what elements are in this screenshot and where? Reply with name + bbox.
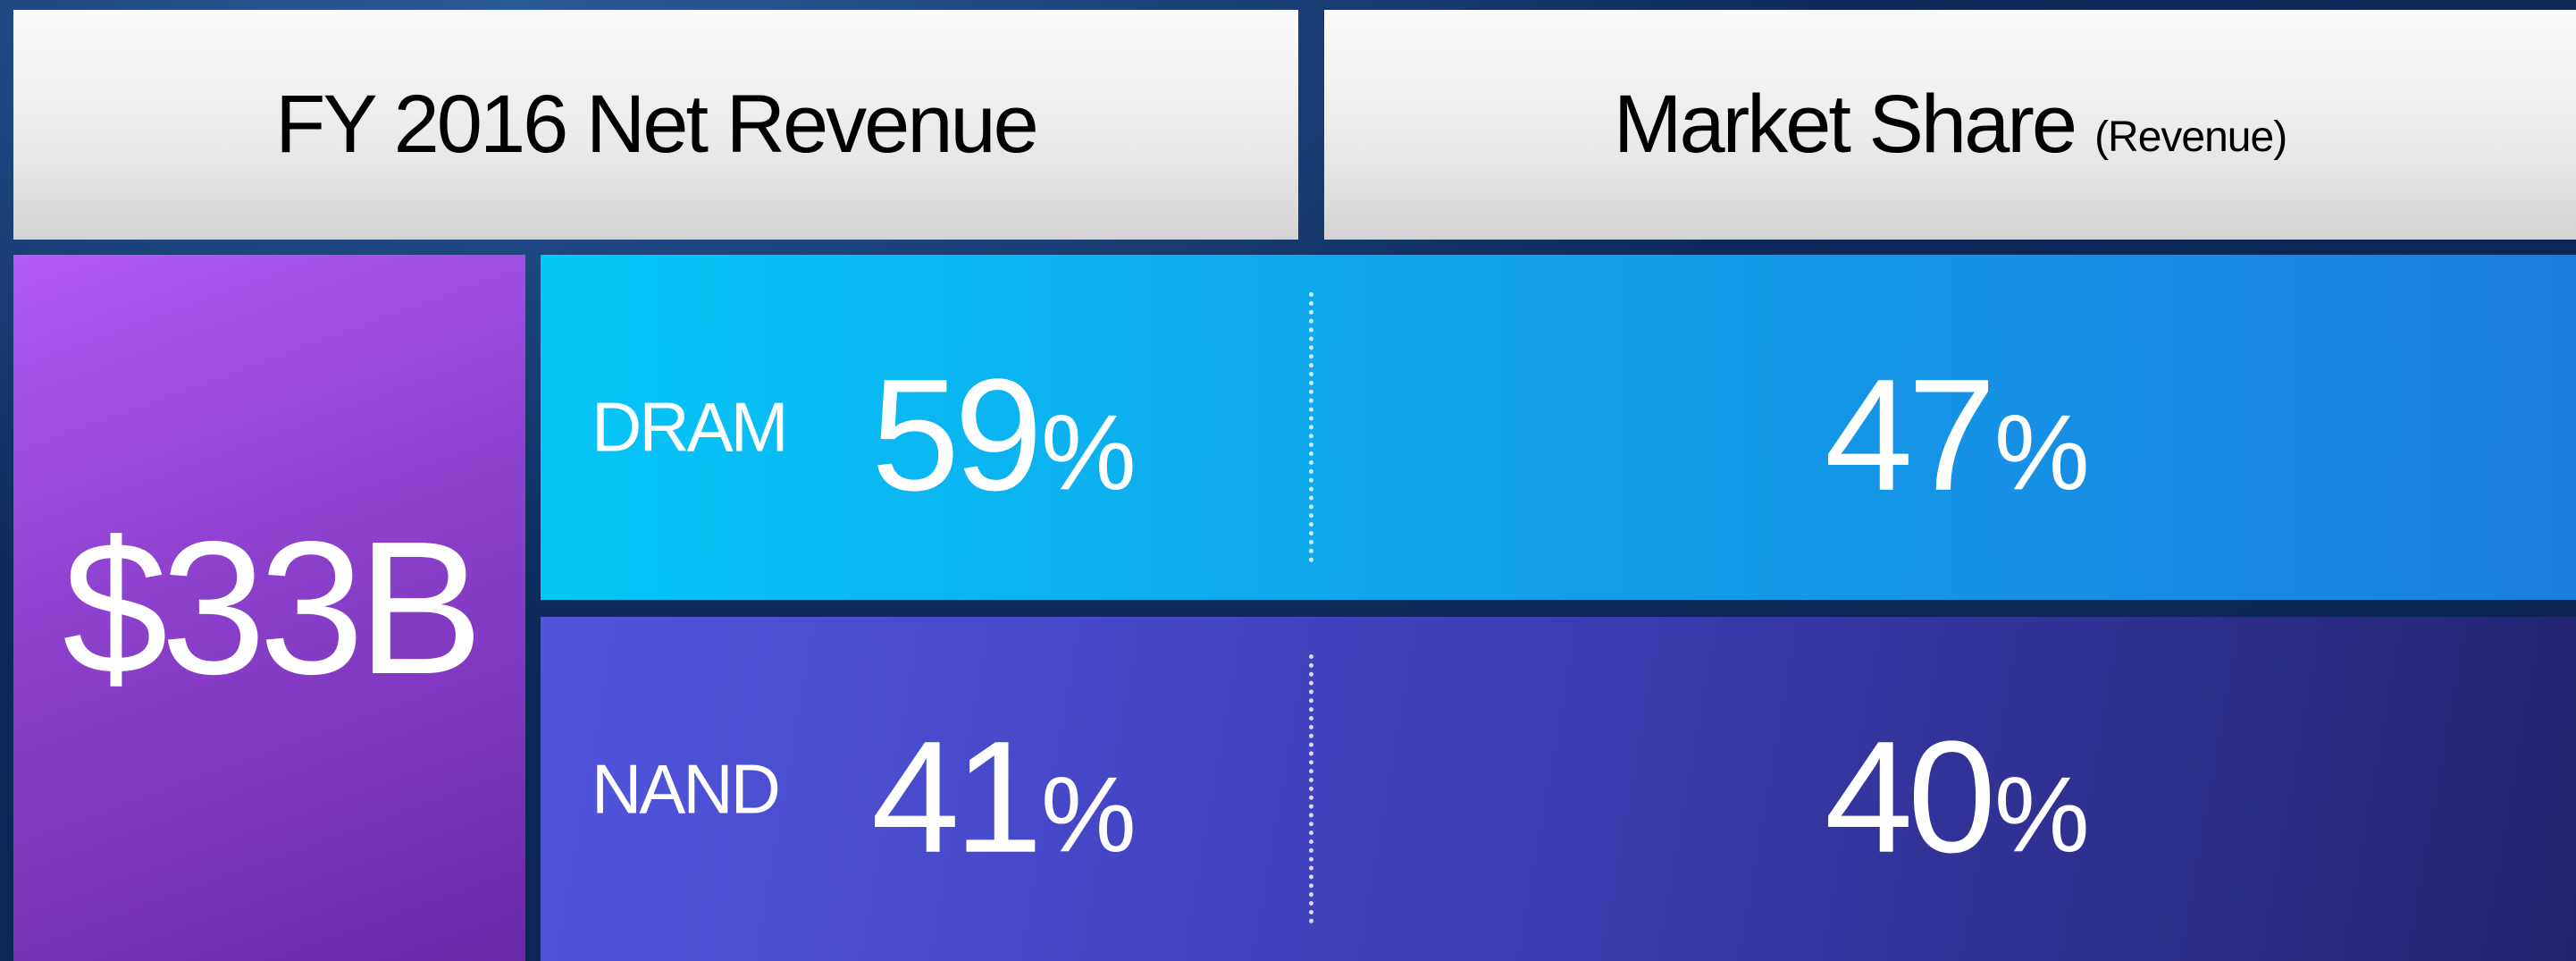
divider	[1309, 292, 1313, 562]
row-label: DRAM	[592, 387, 789, 467]
number: 40	[1825, 707, 1996, 886]
dram-row: DRAM 59% 47%	[541, 255, 2576, 600]
header-title: Market Share	[1613, 79, 2077, 170]
row-label: NAND	[592, 749, 781, 828]
total-value: $33B	[62, 502, 483, 713]
header-right: Market Share (Revenue)	[1324, 10, 2576, 240]
revenue-share: 41%	[871, 704, 1137, 888]
number: 47	[1825, 345, 1996, 524]
header-title: FY 2016 Net Revenue	[275, 79, 1039, 170]
unit: %	[1994, 392, 2090, 513]
total-panel: $33B	[13, 255, 525, 961]
revenue-share: 59%	[871, 343, 1137, 527]
nand-row: NAND 41% 40%	[541, 617, 2576, 961]
unit: %	[1041, 392, 1137, 513]
divider	[1309, 654, 1313, 923]
header-left: FY 2016 Net Revenue	[13, 10, 1298, 240]
market-share: 47%	[1825, 343, 2090, 527]
market-share: 40%	[1825, 704, 2090, 888]
unit: %	[1994, 754, 2090, 875]
number: 41	[871, 707, 1043, 886]
unit: %	[1041, 754, 1137, 875]
number: 59	[871, 345, 1043, 524]
header-note: (Revenue)	[2094, 114, 2287, 161]
